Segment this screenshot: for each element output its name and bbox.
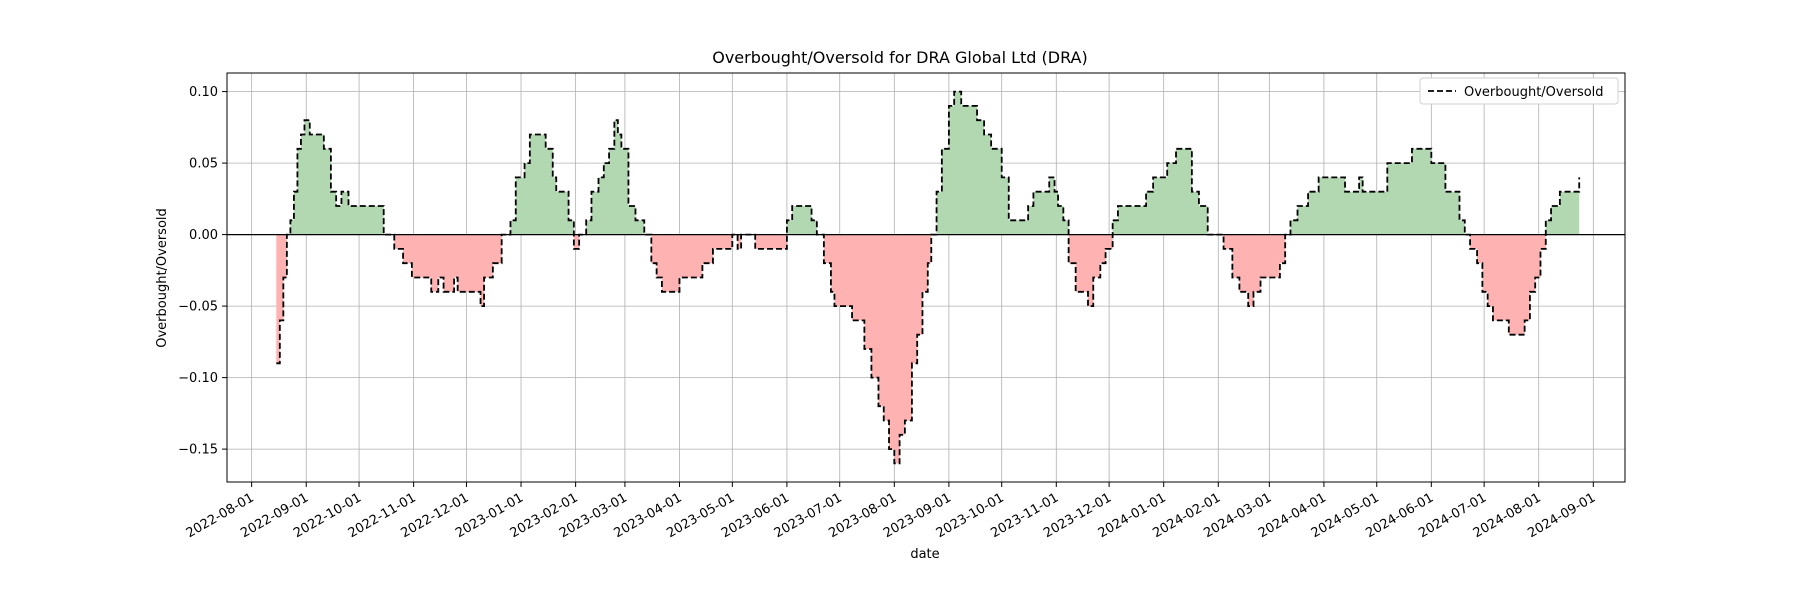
chart-title: Overbought/Oversold for DRA Global Ltd (… <box>712 48 1088 67</box>
negative-area-fill <box>276 234 1580 464</box>
y-tick-label: −0.10 <box>178 371 218 386</box>
positive-area-fill <box>290 91 1580 235</box>
plot-frame <box>226 72 1626 483</box>
x-axis-ticks: 2022-08-012022-09-012022-10-012022-11-01… <box>184 482 1598 541</box>
x-axis-label: date <box>910 547 939 562</box>
y-tick-label: 0.05 <box>189 157 218 172</box>
y-tick-label: 0.00 <box>189 228 218 243</box>
y-axis-ticks: −0.15 −0.10 −0.05 0.00 0.05 0.10 <box>178 85 227 458</box>
series-line-overbought-oversold <box>276 90 1581 465</box>
y-tick-label: −0.15 <box>178 443 218 458</box>
y-axis-label: Overbought/Oversold <box>155 208 170 348</box>
y-tick-label: −0.05 <box>178 300 218 315</box>
y-tick-label: 0.10 <box>189 85 218 100</box>
legend-entry-overbought-oversold: Overbought/Oversold <box>1464 85 1604 100</box>
legend-box <box>1419 77 1619 105</box>
area-fills <box>276 91 1580 464</box>
legend: Overbought/Oversold <box>1419 77 1619 105</box>
